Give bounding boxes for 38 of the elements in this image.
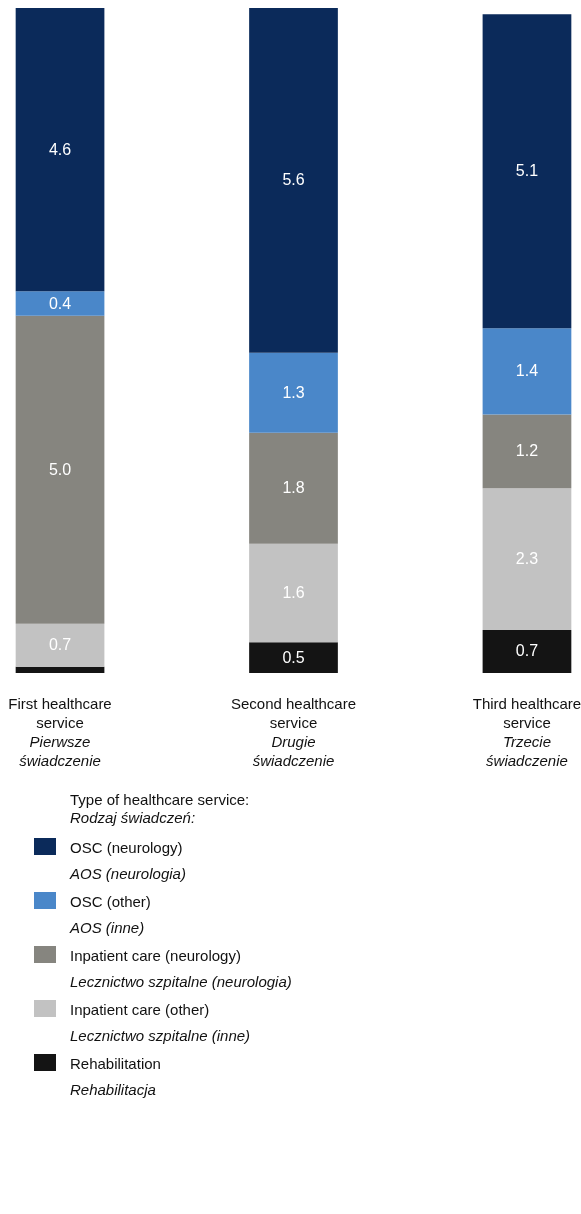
bar bbox=[15, 666, 105, 673]
data-label: 1.3 bbox=[282, 383, 305, 401]
category-label: Second healthcare service Drugie świadczenie bbox=[230, 695, 357, 769]
bar bbox=[482, 14, 572, 329]
legend-title: Type of healthcare service: Rodzaj świadczeń: bbox=[70, 791, 251, 827]
bar bbox=[482, 488, 572, 630]
data-label: 5.1 bbox=[515, 162, 539, 180]
bar bbox=[249, 642, 338, 673]
bar bbox=[249, 8, 338, 353]
data-label: 0.7 bbox=[48, 636, 72, 654]
bar bbox=[482, 414, 572, 489]
data-label: 1.2 bbox=[515, 442, 539, 460]
data-label: 4.6 bbox=[48, 140, 72, 158]
legend-label: Inpatient care (other) Lecznictwo szpitalne (inne) bbox=[70, 1000, 251, 1046]
bar bbox=[482, 328, 572, 415]
bar bbox=[15, 8, 105, 292]
legend-label: Inpatient care (neurology) Lecznictwo szpitalne (neurologia) bbox=[70, 946, 292, 992]
bar bbox=[249, 352, 338, 433]
data-label: 1.4 bbox=[515, 362, 539, 380]
legend-label: OSC (other) AOS (inne) bbox=[70, 892, 151, 938]
data-label: 0.4 bbox=[48, 294, 72, 312]
bar bbox=[15, 291, 105, 316]
data-label: 5.6 bbox=[282, 171, 305, 189]
data-label: 1.6 bbox=[282, 583, 305, 601]
data-label: 2.3 bbox=[515, 550, 539, 568]
data-label: 0.5 bbox=[282, 648, 305, 666]
bar bbox=[15, 315, 105, 624]
data-label: 5.0 bbox=[48, 460, 72, 478]
bar bbox=[249, 432, 338, 544]
category-label: Third healthcare service Trzecie świadczenie bbox=[472, 695, 581, 769]
data-label: 1.8 bbox=[282, 479, 305, 497]
bar bbox=[15, 623, 105, 667]
bar bbox=[482, 629, 572, 673]
category-label: First healthcare service Pierwsze świadczenie bbox=[8, 695, 112, 769]
bar bbox=[249, 543, 338, 643]
legend-label: Rehabilitation Rehabilitacja bbox=[70, 1054, 161, 1100]
legend-label: OSC (neurology) AOS (neurologia) bbox=[70, 838, 186, 884]
data-label: 0.7 bbox=[515, 642, 539, 660]
